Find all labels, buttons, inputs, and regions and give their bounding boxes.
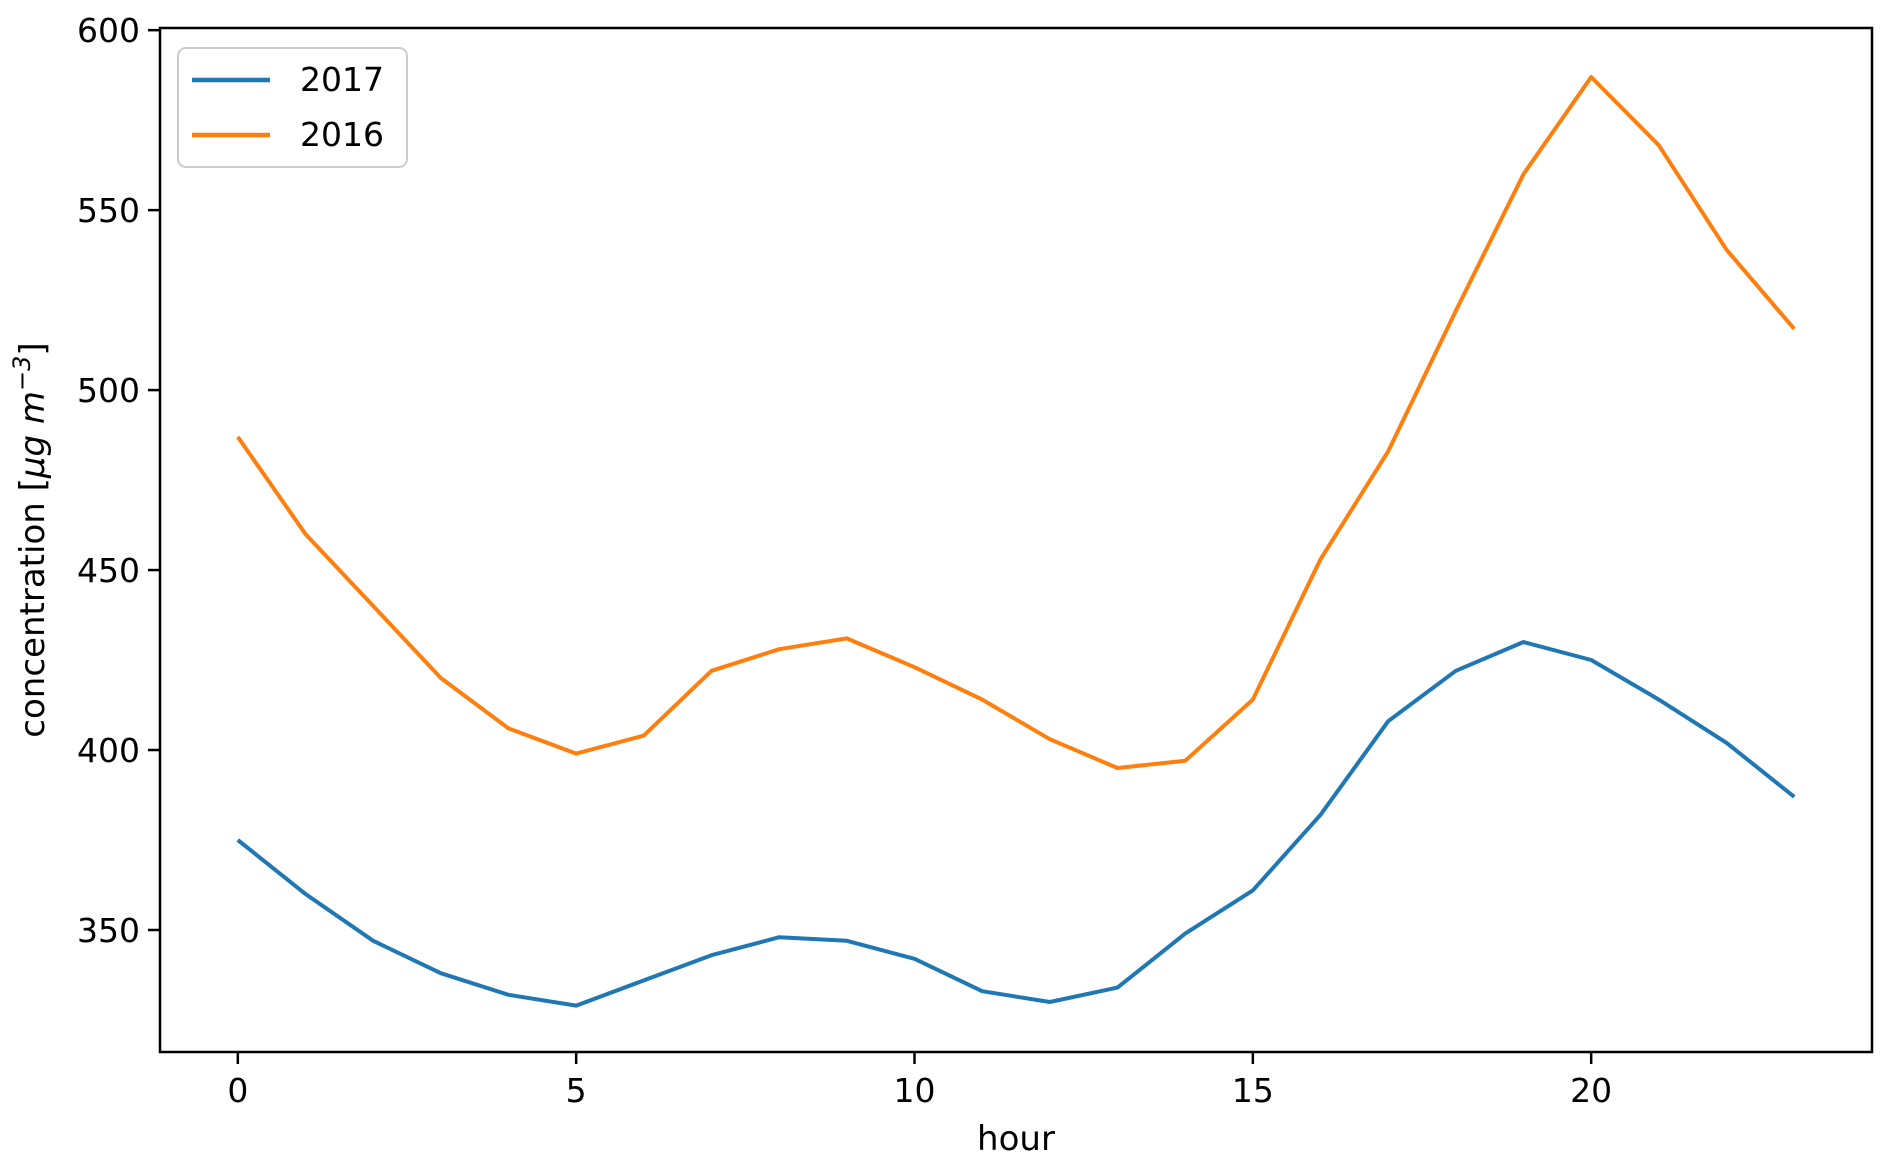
data-series xyxy=(236,75,1796,1008)
series-line-2017 xyxy=(236,640,1796,1008)
legend-label-2017: 2017 xyxy=(300,60,384,99)
x-tick-label: 20 xyxy=(1570,1071,1612,1110)
series-line-2016 xyxy=(236,75,1796,770)
x-axis-label: hour xyxy=(977,1119,1055,1159)
y-axis-label: concentration [µg m−3] xyxy=(8,342,53,737)
y-tick-label: 500 xyxy=(77,371,140,410)
x-tick-label: 10 xyxy=(893,1071,935,1110)
y-tick-label: 400 xyxy=(77,731,140,770)
legend-items: 2017 2016 xyxy=(192,60,384,154)
y-tick-label: 550 xyxy=(77,191,140,230)
legend: 2017 2016 xyxy=(177,47,408,168)
legend-label-2016: 2016 xyxy=(300,115,384,154)
y-axis-ticks: 350 400 450 500 550 600 xyxy=(77,11,160,950)
x-tick-label: 5 xyxy=(566,1071,587,1110)
plot-area xyxy=(158,26,1874,1054)
x-axis-ticks: 0 5 10 15 20 xyxy=(227,1052,1612,1110)
x-tick-label: 0 xyxy=(227,1071,248,1110)
y-tick-label: 450 xyxy=(77,551,140,590)
y-tick-label: 350 xyxy=(77,911,140,950)
y-tick-label: 600 xyxy=(77,11,140,50)
x-tick-label: 15 xyxy=(1232,1071,1274,1110)
